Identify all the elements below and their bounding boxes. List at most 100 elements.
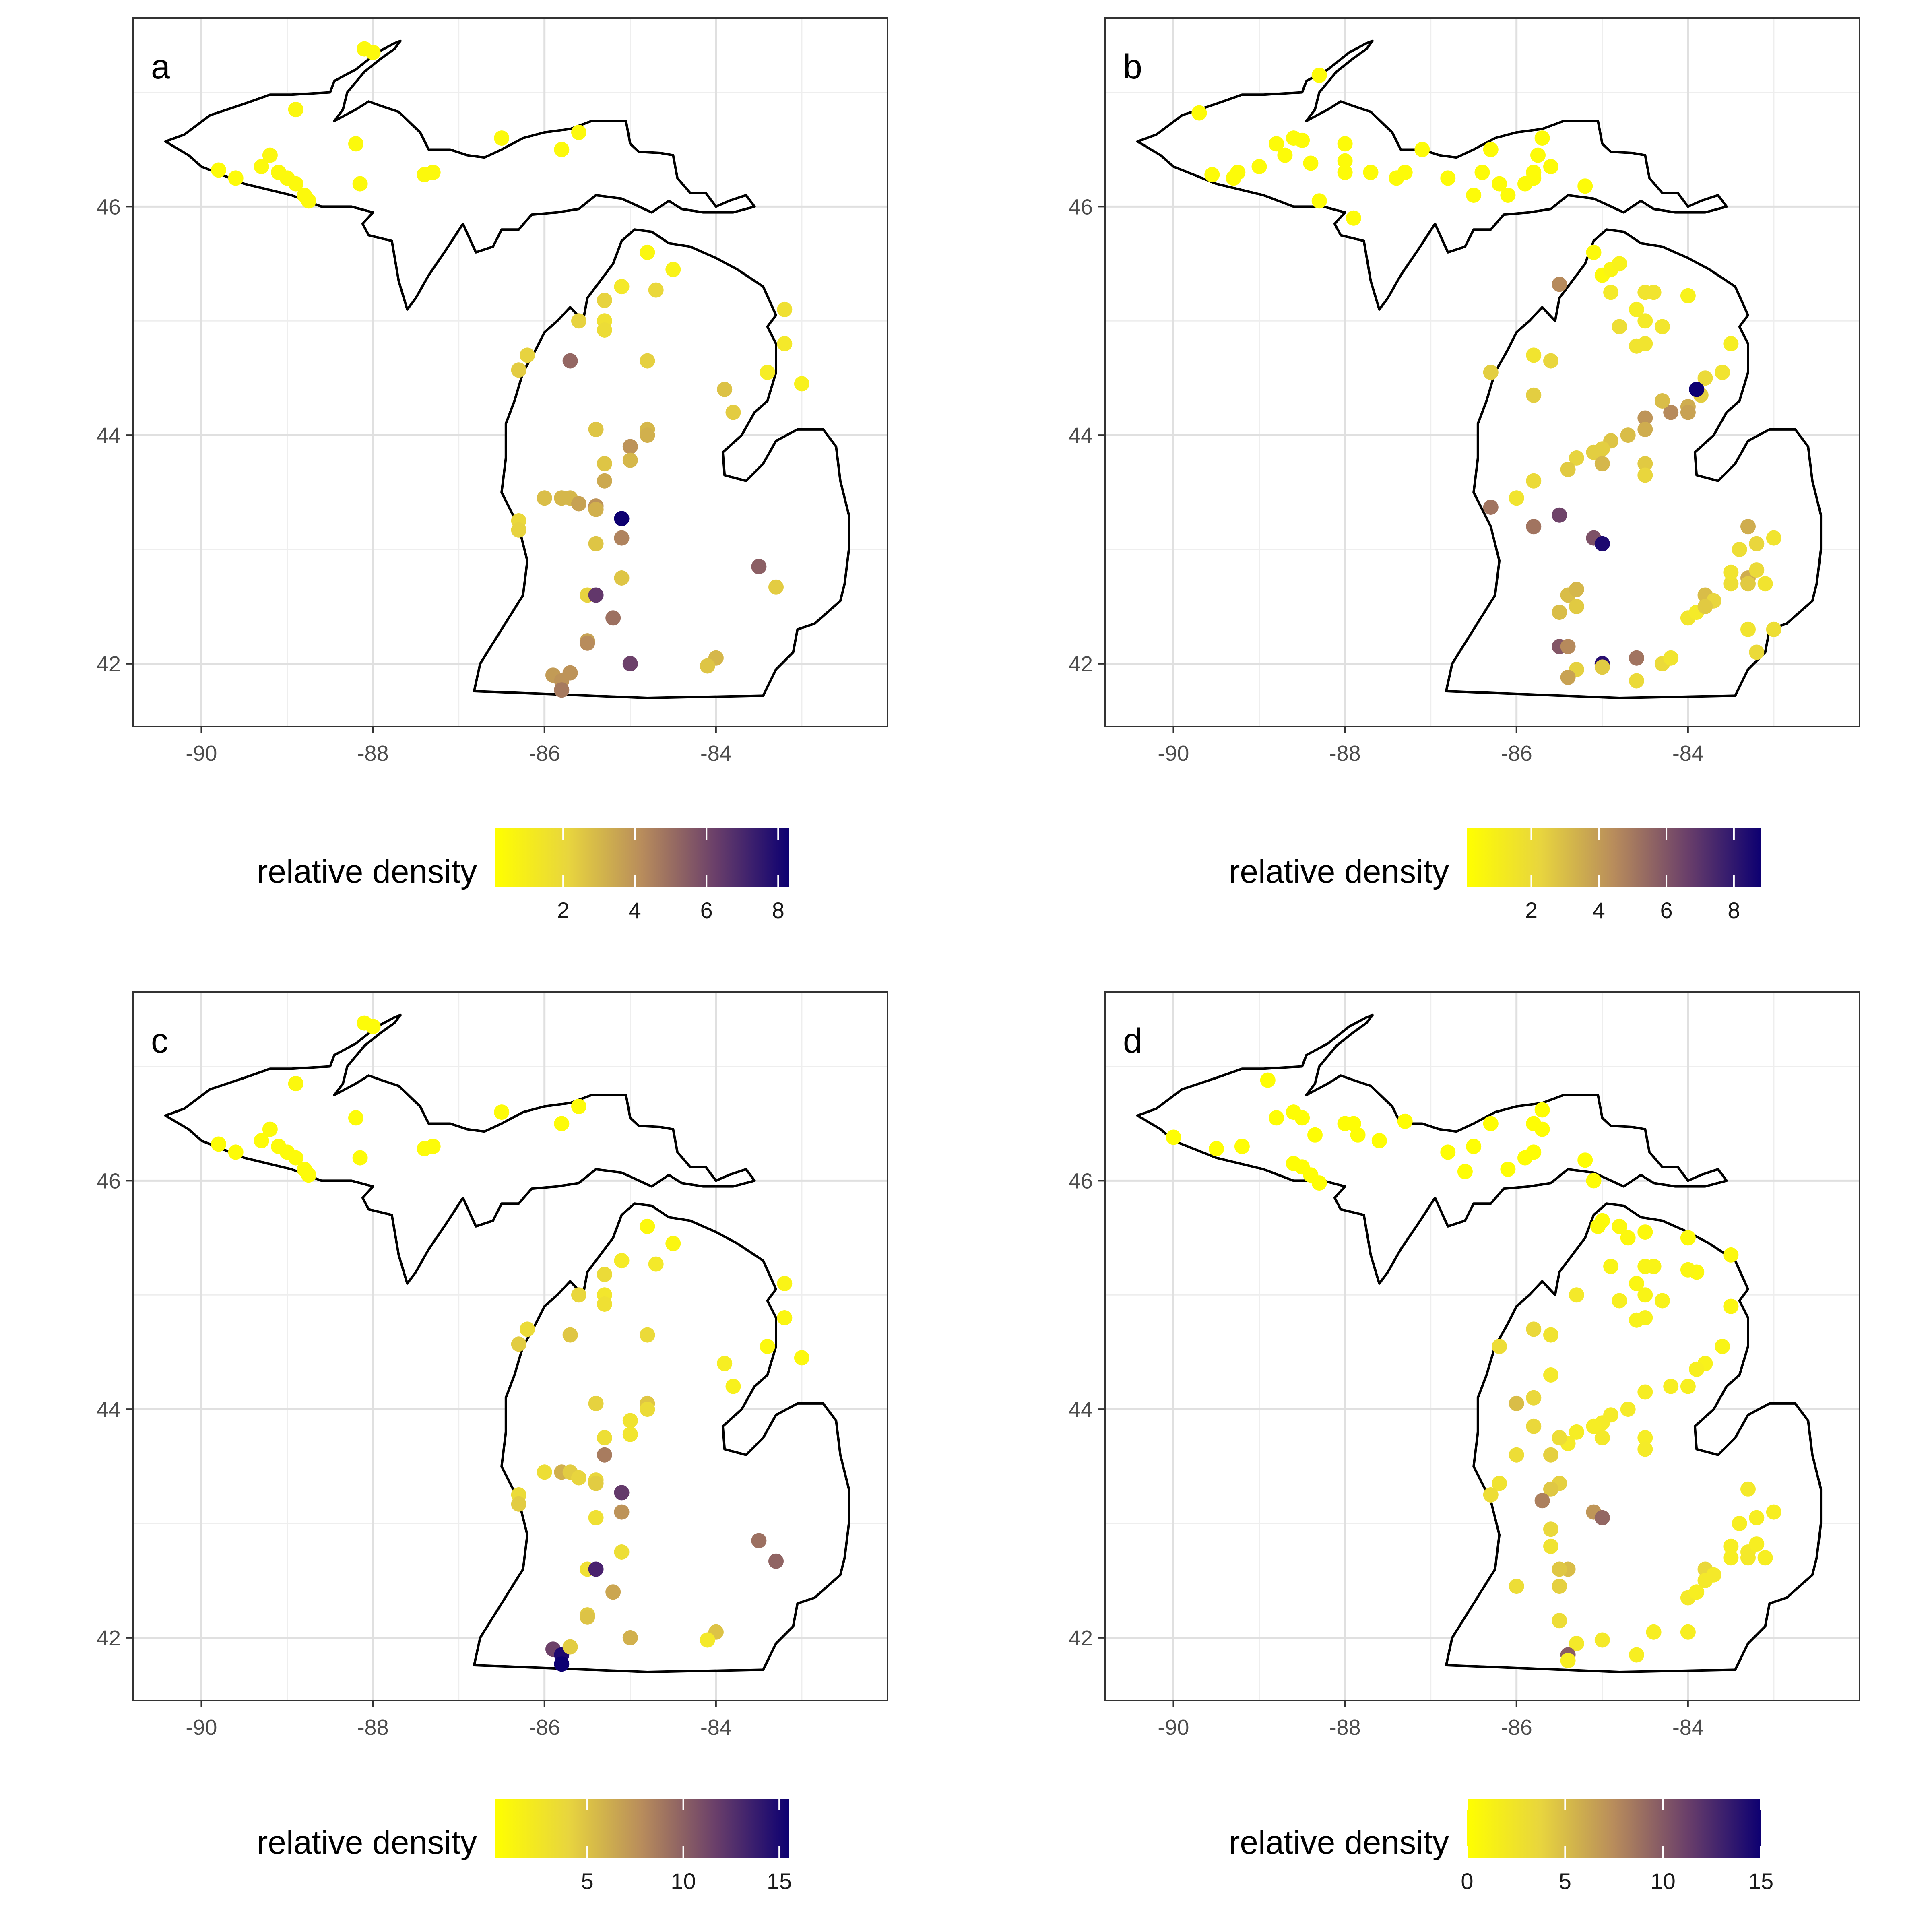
data-point: [211, 1136, 227, 1152]
data-point: [1603, 285, 1619, 300]
data-point: [1620, 1230, 1636, 1246]
data-point: [1371, 1133, 1387, 1148]
data-point: [1732, 1516, 1747, 1531]
data-point: [614, 1504, 630, 1520]
legend-tick-label: 5: [1559, 1868, 1571, 1894]
data-point: [520, 347, 535, 363]
data-point: [597, 1447, 612, 1463]
data-points: [211, 1015, 809, 1672]
data-point: [562, 353, 578, 369]
axes: -90 -88 -86 -84 42 44 46: [1069, 195, 1704, 766]
map-panel-c: c -90 -88 -86 -84 42 44 46 relative density 5 10 15: [97, 991, 888, 1894]
x-tick-label: -86: [1501, 741, 1532, 766]
legend-tick-label: 8: [772, 898, 784, 923]
data-point: [760, 1339, 775, 1354]
data-point: [1191, 105, 1207, 121]
data-point: [760, 365, 775, 380]
data-point: [777, 301, 793, 317]
legend-title: relative density: [1229, 1824, 1449, 1861]
data-point: [751, 559, 767, 574]
data-point: [554, 682, 570, 698]
axes: -90 -88 -86 -84 42 44 46: [97, 195, 732, 766]
data-point: [1723, 1550, 1739, 1566]
data-point: [1483, 142, 1499, 157]
data-point: [588, 502, 604, 517]
data-point: [1757, 1550, 1773, 1566]
data-point: [1766, 621, 1781, 637]
data-point: [1740, 519, 1756, 535]
data-point: [1543, 1481, 1558, 1497]
data-point: [640, 1327, 655, 1343]
y-tick-label: 44: [1069, 423, 1093, 448]
x-tick-label: -84: [700, 1715, 732, 1740]
legend-tick-label: 2: [1525, 898, 1538, 923]
data-point: [1577, 178, 1593, 194]
data-point: [1697, 599, 1713, 614]
data-point: [554, 1116, 570, 1131]
data-point: [588, 1561, 604, 1577]
data-point: [794, 1350, 809, 1366]
data-point: [228, 1144, 244, 1160]
legend-tick-label: 8: [1728, 898, 1740, 923]
data-point: [1723, 576, 1739, 592]
data-point: [1766, 1504, 1781, 1520]
data-point: [1612, 1218, 1627, 1234]
data-point: [588, 1476, 604, 1491]
data-point: [1552, 1613, 1567, 1629]
data-point: [588, 1510, 604, 1525]
y-tick-label: 46: [97, 195, 121, 219]
data-point: [1629, 673, 1644, 689]
data-point: [717, 1356, 733, 1371]
data-point: [1466, 1139, 1482, 1154]
data-point: [648, 1256, 664, 1272]
data-point: [717, 382, 733, 397]
data-point: [777, 1310, 793, 1325]
data-point: [1723, 336, 1739, 351]
data-point: [1363, 165, 1379, 180]
data-point: [622, 1630, 638, 1645]
data-point: [1204, 167, 1220, 182]
data-point: [605, 610, 621, 626]
data-point: [1560, 1653, 1576, 1668]
data-point: [640, 1402, 655, 1417]
legend-colorbar: [1467, 828, 1761, 887]
data-point: [622, 439, 638, 454]
data-point: [1749, 562, 1765, 578]
lower-peninsula-outline: [473, 1202, 850, 1673]
data-point: [520, 1321, 535, 1337]
data-point: [597, 293, 612, 308]
y-tick-label: 44: [97, 1397, 121, 1422]
data-point: [1723, 564, 1739, 580]
data-point: [622, 656, 638, 671]
data-point: [1350, 1127, 1366, 1143]
axes: -90 -88 -86 -84 42 44 46: [1069, 1169, 1704, 1740]
data-point: [301, 1167, 316, 1183]
data-point: [588, 536, 604, 551]
data-point: [1552, 1561, 1567, 1577]
data-point: [1637, 1384, 1653, 1400]
legend-tick-label: 10: [671, 1868, 696, 1894]
data-point: [768, 1553, 784, 1569]
axes: -90 -88 -86 -84 42 44 46: [97, 1169, 732, 1740]
data-point: [1637, 1287, 1653, 1303]
data-point: [614, 570, 630, 586]
legend-title: relative density: [1229, 853, 1449, 890]
data-point: [1466, 188, 1482, 203]
data-point: [597, 456, 612, 472]
data-point: [1586, 244, 1602, 260]
data-point: [1569, 599, 1584, 614]
data-point: [1637, 1430, 1653, 1446]
data-point: [1526, 1321, 1542, 1337]
data-point: [1500, 1162, 1516, 1177]
data-point: [588, 587, 604, 603]
data-point: [1526, 1390, 1542, 1406]
legend-tick-label: 4: [629, 898, 641, 923]
data-point: [1590, 1218, 1606, 1234]
data-point: [357, 41, 372, 57]
data-point: [1637, 1441, 1653, 1457]
x-tick-label: -86: [529, 741, 560, 766]
data-point: [1577, 1152, 1593, 1168]
y-tick-label: 42: [1069, 1626, 1093, 1650]
data-point: [1680, 1230, 1696, 1246]
data-point: [1294, 1110, 1310, 1126]
